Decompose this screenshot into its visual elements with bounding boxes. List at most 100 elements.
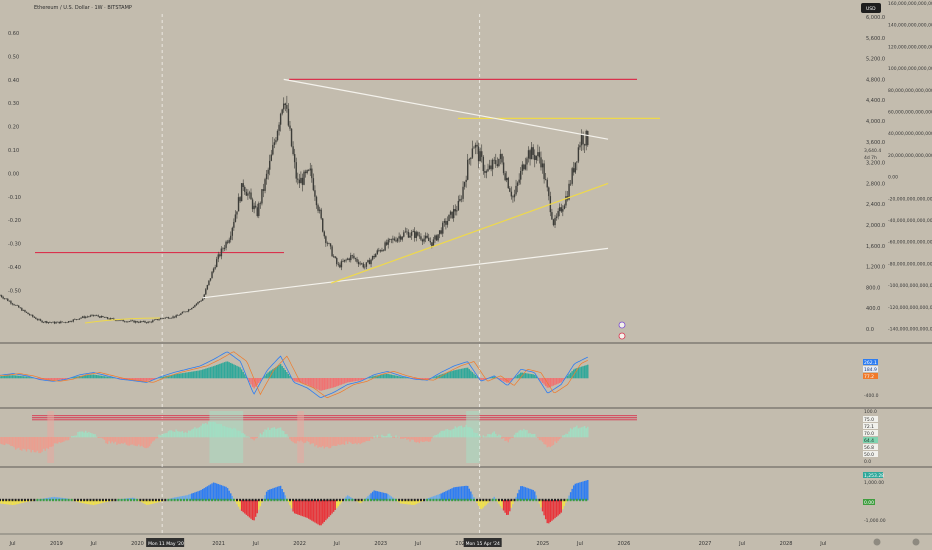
wt-state-dot <box>182 498 185 502</box>
candle-body <box>376 250 378 255</box>
rsi-tag-0: 75.0 <box>864 417 874 423</box>
wt-bar <box>479 500 481 509</box>
rsi-bar <box>563 434 566 438</box>
rsi-bar <box>389 433 391 438</box>
wt-state-dot <box>33 498 36 502</box>
wt-bar <box>283 492 285 501</box>
rsi-bar <box>565 433 567 438</box>
candle-body <box>72 319 74 322</box>
macd-bar <box>267 372 269 379</box>
rsi-bar <box>295 437 297 444</box>
candle-body <box>336 258 338 265</box>
rsi-bar <box>72 436 74 438</box>
pane-separators[interactable] <box>0 342 932 535</box>
candle-body <box>141 321 143 322</box>
event-marker-icons[interactable] <box>618 321 626 340</box>
macd-bar <box>92 374 95 379</box>
wt-state-dot <box>329 498 332 502</box>
candle-body <box>569 183 572 185</box>
wt-bar <box>460 486 463 501</box>
macd-bar <box>194 371 196 379</box>
wt-bar <box>314 500 316 523</box>
candle-body <box>102 316 104 318</box>
candle-body <box>297 178 299 180</box>
corner-icons[interactable] <box>873 538 920 546</box>
candle-body <box>509 188 511 192</box>
wt-bar <box>153 500 156 504</box>
rsi-bar <box>445 429 447 438</box>
wt-bar <box>385 493 388 501</box>
candle-body <box>106 317 109 319</box>
wt-bar <box>325 500 327 521</box>
rsi-bar <box>318 437 321 447</box>
wt-state-dot <box>226 498 229 502</box>
rsi-bar <box>345 437 347 442</box>
candle-body <box>250 192 252 200</box>
wt-bar <box>192 492 195 501</box>
wt-bar <box>279 485 282 501</box>
horizontal-levels[interactable] <box>35 78 660 254</box>
candle-body <box>538 152 541 158</box>
wt-bar <box>406 500 408 505</box>
candle-body <box>351 255 354 256</box>
macd-bar <box>39 378 42 380</box>
rsi-bar <box>587 426 589 438</box>
wt-bar <box>318 500 321 526</box>
wt-bar <box>3 500 6 505</box>
wt-state-dot <box>544 498 547 502</box>
rsi-bar <box>52 437 54 447</box>
macd-bar <box>445 372 447 379</box>
rsi-bar <box>351 437 354 445</box>
wt-bar <box>301 500 304 517</box>
candle-body <box>339 264 341 268</box>
rsi-bar <box>19 437 21 450</box>
rsi-bar <box>124 437 126 443</box>
wt-bar <box>166 499 168 501</box>
wt-bar <box>225 486 227 501</box>
wt-bar <box>505 500 508 515</box>
macd-bar <box>95 374 98 379</box>
price-axis-label: 4,400.0 <box>866 98 885 104</box>
candle-body <box>16 305 18 306</box>
candle-body <box>573 168 575 173</box>
macd-bar <box>109 377 112 379</box>
rsi-bar <box>216 423 218 438</box>
rsi-bar <box>384 436 386 438</box>
cursor-label-bg <box>146 538 185 547</box>
macd-bar <box>482 378 485 380</box>
macd-bar <box>272 369 274 379</box>
rsi-bar <box>220 424 223 438</box>
rsi-bar <box>198 427 201 438</box>
macd-bar <box>467 367 469 379</box>
rsi-bar <box>499 435 502 438</box>
wt-bar <box>28 500 31 502</box>
macd-bar <box>401 376 403 379</box>
rsi-bar <box>443 430 446 438</box>
macd-bar <box>14 375 17 379</box>
candle-body <box>576 161 578 163</box>
wt-bar <box>356 500 358 502</box>
macd-bar <box>47 378 50 380</box>
rsi-bar <box>442 430 444 438</box>
trendlines[interactable] <box>202 78 609 299</box>
currency-badge[interactable]: USD <box>861 3 881 13</box>
macd-bar <box>350 378 352 382</box>
candle-body <box>27 312 29 315</box>
wt-state-dot <box>186 498 189 502</box>
wt-bar <box>234 500 237 502</box>
wt-bar <box>311 500 313 521</box>
wt-bar <box>554 500 556 519</box>
candle-body <box>428 237 430 242</box>
macd-bar <box>384 374 386 379</box>
left-axis: 0.600.500.400.300.200.100.00-0.10-0.20-0… <box>8 31 21 294</box>
candle-body <box>541 163 544 168</box>
candle-body <box>449 211 452 215</box>
wt-bar <box>14 500 17 505</box>
settings-icon <box>873 538 881 546</box>
macd-bar <box>434 376 436 379</box>
rsi-bar <box>222 426 224 438</box>
candle-body <box>187 309 190 312</box>
wt-state-dot <box>267 498 270 502</box>
candle-body <box>225 241 227 248</box>
